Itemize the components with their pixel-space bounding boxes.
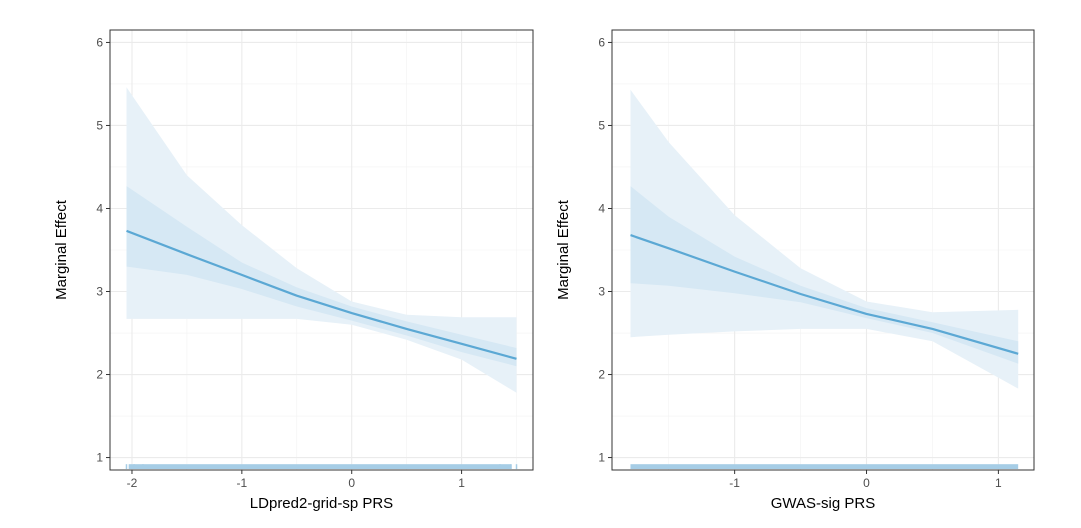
x-axis-title: LDpred2-grid-sp PRS: [250, 495, 393, 512]
y-tick-label: 6: [598, 35, 605, 49]
x-tick-label: -1: [237, 476, 248, 490]
x-tick-label: -1: [729, 476, 740, 490]
rug-distribution-bar: [630, 464, 1019, 469]
x-tick-label: -2: [127, 476, 138, 490]
x-tick-label: 0: [863, 476, 870, 490]
x-tick-label: 1: [458, 476, 465, 490]
y-tick-label: 1: [598, 451, 605, 465]
y-axis-title: Marginal Effect: [555, 199, 572, 300]
x-tick-label: 1: [995, 476, 1002, 490]
y-axis-title: Marginal Effect: [53, 199, 70, 300]
x-axis-title: GWAS-sig PRS: [771, 495, 875, 512]
marginal-effect-line: [126, 229, 517, 360]
y-tick-label: 6: [96, 35, 103, 49]
right-panel: 1 2 3 4 5 6 -1 0 1 GWAS-sig PRS Marginal Effect: [555, 29, 1035, 512]
y-tick-label: 2: [598, 368, 605, 382]
marginal-effect-line: [630, 234, 1019, 355]
left-panel: 1 2 3 4 5 6 -2 -1 0 1 LDpred2-grid-sp PRS Marginal …: [53, 29, 534, 512]
y-tick-label: 3: [96, 285, 103, 299]
rug-distribution-bar: [128, 464, 512, 469]
y-tick-label: 5: [96, 118, 103, 132]
x-tick-label: 0: [348, 476, 355, 490]
y-tick-label: 5: [598, 118, 605, 132]
y-tick-label: 1: [96, 451, 103, 465]
y-tick-label: 3: [598, 285, 605, 299]
y-tick-label: 4: [96, 201, 103, 215]
panel-border: [109, 29, 534, 471]
ci-band-outer: [630, 89, 1019, 389]
ci-band-outer: [126, 87, 517, 393]
y-tick-label: 2: [96, 368, 103, 382]
y-tick-label: 4: [598, 201, 605, 215]
panel-border: [611, 29, 1035, 471]
ci-band-inner: [630, 186, 1019, 364]
